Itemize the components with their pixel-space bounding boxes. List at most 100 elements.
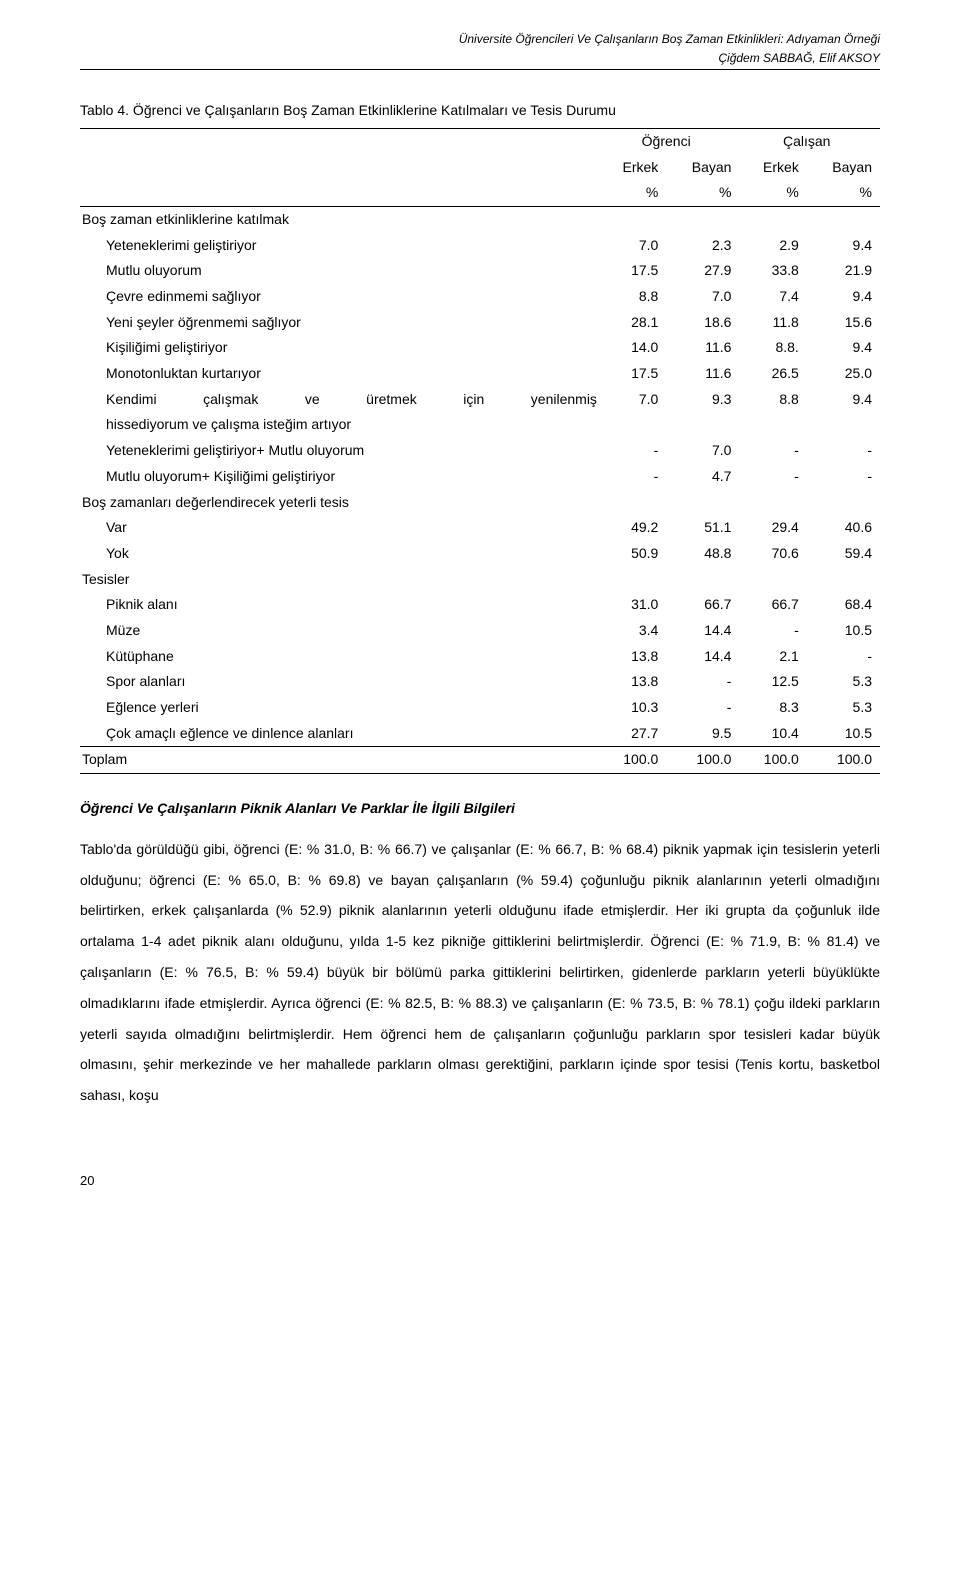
- table-row: Piknik alanı 31.0 66.7 66.7 68.4: [80, 592, 880, 618]
- col-erkek-2: Erkek: [739, 155, 806, 181]
- cell: 31.0: [599, 592, 666, 618]
- cell: 4.7: [666, 464, 739, 490]
- cell: 25.0: [807, 361, 880, 387]
- row-label: Spor alanları: [80, 669, 599, 695]
- cell: 66.7: [739, 592, 806, 618]
- cell: 2.3: [666, 233, 739, 259]
- cell: 2.9: [739, 233, 806, 259]
- table-row: Kendimi çalışmak ve üretmek için yenilen…: [80, 387, 880, 413]
- row-label: Kişiliğimi geliştiriyor: [80, 335, 599, 361]
- cell: 68.4: [807, 592, 880, 618]
- section-3-label: Tesisler: [80, 567, 880, 593]
- row-label-cont: hissediyorum ve çalışma isteğim artıyor: [80, 412, 880, 438]
- cell: 17.5: [599, 361, 666, 387]
- row-label: Mutlu oluyorum+ Kişiliğimi geliştiriyor: [80, 464, 599, 490]
- cell: 29.4: [739, 515, 806, 541]
- cell: 2.1: [739, 644, 806, 670]
- table-row: Kütüphane 13.8 14.4 2.1 -: [80, 644, 880, 670]
- cell: 9.4: [807, 284, 880, 310]
- cell: 3.4: [599, 618, 666, 644]
- cell: 8.3: [739, 695, 806, 721]
- cell: 7.4: [739, 284, 806, 310]
- cell: 11.6: [666, 361, 739, 387]
- table-section-header: Tesisler: [80, 567, 880, 593]
- col-group-calisan: Çalışan: [739, 128, 880, 154]
- cell: 11.6: [666, 335, 739, 361]
- section-heading: Öğrenci Ve Çalışanların Piknik Alanları …: [80, 798, 880, 820]
- cell: 100.0: [739, 747, 806, 774]
- cell: 51.1: [666, 515, 739, 541]
- table-row: hissediyorum ve çalışma isteğim artıyor: [80, 412, 880, 438]
- cell: 14.4: [666, 618, 739, 644]
- cell: 70.6: [739, 541, 806, 567]
- cell: 50.9: [599, 541, 666, 567]
- body-paragraph: Tablo'da görüldüğü gibi, öğrenci (E: % 3…: [80, 834, 880, 1111]
- running-header: Üniversite Öğrencileri Ve Çalışanların B…: [80, 30, 880, 70]
- table-row: Mutlu oluyorum 17.5 27.9 33.8 21.9: [80, 258, 880, 284]
- cell: -: [807, 438, 880, 464]
- cell: 7.0: [666, 438, 739, 464]
- table-header-group-row: Öğrenci Çalışan: [80, 128, 880, 154]
- row-label: Yeteneklerimi geliştiriyor+ Mutlu oluyor…: [80, 438, 599, 464]
- cell: 14.0: [599, 335, 666, 361]
- table-section-header: Boş zaman etkinliklerine katılmak: [80, 206, 880, 232]
- row-label: Müze: [80, 618, 599, 644]
- cell: 5.3: [807, 669, 880, 695]
- cell: -: [807, 464, 880, 490]
- cell: 9.4: [807, 387, 880, 413]
- row-label: Kütüphane: [80, 644, 599, 670]
- cell: 10.5: [807, 618, 880, 644]
- cell: 15.6: [807, 310, 880, 336]
- cell: 13.8: [599, 644, 666, 670]
- cell: -: [739, 438, 806, 464]
- cell: 33.8: [739, 258, 806, 284]
- cell: -: [739, 618, 806, 644]
- row-label: Monotonluktan kurtarıyor: [80, 361, 599, 387]
- row-label: Çok amaçlı eğlence ve dinlence alanları: [80, 721, 599, 747]
- cell: 26.5: [739, 361, 806, 387]
- table-row: Eğlence yerleri 10.3 - 8.3 5.3: [80, 695, 880, 721]
- cell: 100.0: [666, 747, 739, 774]
- cell: 10.5: [807, 721, 880, 747]
- cell: 13.8: [599, 669, 666, 695]
- cell: 7.0: [666, 284, 739, 310]
- cell: 7.0: [599, 233, 666, 259]
- table-section-header: Boş zamanları değerlendirecek yeterli te…: [80, 490, 880, 516]
- cell: 12.5: [739, 669, 806, 695]
- pct-1: %: [599, 180, 666, 206]
- table-row: Yeteneklerimi geliştiriyor+ Mutlu oluyor…: [80, 438, 880, 464]
- data-table: Öğrenci Çalışan Erkek Bayan Erkek Bayan …: [80, 128, 880, 774]
- pct-2: %: [666, 180, 739, 206]
- pct-4: %: [807, 180, 880, 206]
- table-row: Spor alanları 13.8 - 12.5 5.3: [80, 669, 880, 695]
- col-bayan-2: Bayan: [807, 155, 880, 181]
- cell: 59.4: [807, 541, 880, 567]
- cell: 7.0: [599, 387, 666, 413]
- header-title: Üniversite Öğrencileri Ve Çalışanların B…: [80, 30, 880, 49]
- cell: -: [599, 438, 666, 464]
- row-label: Çevre edinmemi sağlıyor: [80, 284, 599, 310]
- cell: 27.9: [666, 258, 739, 284]
- cell: 9.5: [666, 721, 739, 747]
- cell: 28.1: [599, 310, 666, 336]
- cell: 40.6: [807, 515, 880, 541]
- row-label: Yeteneklerimi geliştiriyor: [80, 233, 599, 259]
- cell: 49.2: [599, 515, 666, 541]
- table-header-sub-row: Erkek Bayan Erkek Bayan: [80, 155, 880, 181]
- table-header-pct-row: % % % %: [80, 180, 880, 206]
- row-label: Yeni şeyler öğrenmemi sağlıyor: [80, 310, 599, 336]
- cell: 8.8: [599, 284, 666, 310]
- col-bayan-1: Bayan: [666, 155, 739, 181]
- cell: 10.3: [599, 695, 666, 721]
- table-caption: Tablo 4. Öğrenci ve Çalışanların Boş Zam…: [80, 100, 880, 122]
- row-label: Kendimi çalışmak ve üretmek için yenilen…: [80, 387, 599, 413]
- section-2-label: Boş zamanları değerlendirecek yeterli te…: [80, 490, 880, 516]
- cell: 9.4: [807, 335, 880, 361]
- row-label: Eğlence yerleri: [80, 695, 599, 721]
- pct-3: %: [739, 180, 806, 206]
- cell: 100.0: [599, 747, 666, 774]
- cell: 18.6: [666, 310, 739, 336]
- row-label: Mutlu oluyorum: [80, 258, 599, 284]
- header-authors: Çiğdem SABBAĞ, Elif AKSOY: [80, 49, 880, 68]
- table-row: Müze 3.4 14.4 - 10.5: [80, 618, 880, 644]
